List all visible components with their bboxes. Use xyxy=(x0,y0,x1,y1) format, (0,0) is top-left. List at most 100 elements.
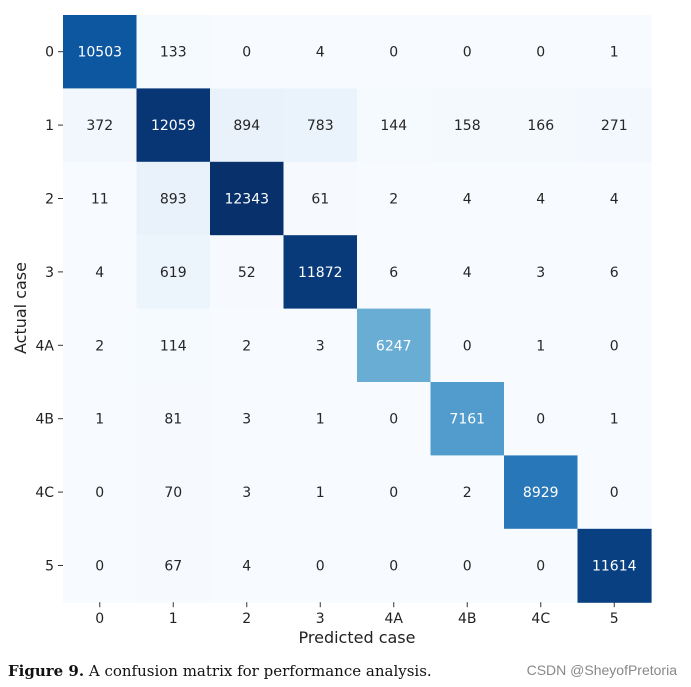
cell-value-label: 0 xyxy=(389,412,398,428)
heatmap-cells xyxy=(63,15,652,603)
heatmap-cell xyxy=(577,528,652,603)
heatmap-cell xyxy=(430,528,505,603)
heatmap-cell xyxy=(357,235,432,310)
heatmap-cell xyxy=(136,15,211,89)
cell-value-label: 3 xyxy=(242,412,251,428)
x-tick-label: 1 xyxy=(169,611,178,627)
heatmap-cell xyxy=(136,88,211,163)
heatmap-cell xyxy=(283,235,358,310)
cell-value-label: 61 xyxy=(311,192,329,208)
heatmap-cell xyxy=(577,161,652,236)
cell-value-label: 4 xyxy=(242,559,251,575)
cell-value-label: 114 xyxy=(160,338,187,354)
cell-value-label: 12343 xyxy=(224,192,269,208)
heatmap-cell xyxy=(577,88,652,163)
x-tick-label: 4C xyxy=(531,611,550,627)
heatmap-cell xyxy=(430,455,505,530)
cell-value-label: 0 xyxy=(463,559,472,575)
y-tick-label: 1 xyxy=(45,118,54,134)
cell-value-label: 67 xyxy=(164,559,182,575)
cell-value-label: 3 xyxy=(242,485,251,501)
cell-value-label: 10503 xyxy=(77,45,122,61)
cell-value-label: 11872 xyxy=(298,265,343,281)
heatmap-cell xyxy=(577,15,652,89)
cell-value-label: 0 xyxy=(536,559,545,575)
heatmap-cell xyxy=(357,455,432,530)
heatmap-cell xyxy=(577,308,652,383)
cell-value-label: 166 xyxy=(527,118,554,134)
cell-value-label: 70 xyxy=(164,485,182,501)
y-tick-label: 3 xyxy=(45,265,54,281)
heatmap-cell xyxy=(63,382,138,456)
heatmap-cell xyxy=(136,308,211,383)
heatmap-cell xyxy=(283,455,358,530)
cell-value-label: 619 xyxy=(160,265,187,281)
cell-value-label: 0 xyxy=(389,45,398,61)
cell-value-label: 2 xyxy=(95,338,104,354)
cell-value-label: 1 xyxy=(610,412,619,428)
heatmap-cell xyxy=(210,528,285,603)
watermark: CSDN @SheyofPretoria xyxy=(526,662,677,678)
heatmap-cell xyxy=(210,308,285,383)
cell-value-label: 1 xyxy=(316,485,325,501)
y-tick-label: 5 xyxy=(45,559,54,575)
heatmap-cell xyxy=(136,528,211,603)
heatmap-cell xyxy=(63,235,138,310)
heatmap-cell xyxy=(577,455,652,530)
cell-value-label: 4 xyxy=(536,192,545,208)
cell-value-label: 6247 xyxy=(376,338,412,354)
y-tick-label: 0 xyxy=(45,45,54,61)
heatmap-cell xyxy=(504,15,579,89)
y-axis-label: Actual case xyxy=(11,262,30,354)
x-tick-label: 4A xyxy=(385,611,404,627)
cell-value-label: 372 xyxy=(86,118,113,134)
figure-caption: Figure 9. A confusion matrix for perform… xyxy=(8,662,432,680)
heatmap-cell xyxy=(210,455,285,530)
heatmap-cell xyxy=(577,382,652,456)
heatmap-cell xyxy=(283,88,358,163)
cell-value-label: 0 xyxy=(536,412,545,428)
heatmap-cell xyxy=(430,15,505,89)
cell-value-label: 783 xyxy=(307,118,334,134)
cell-value-label: 3 xyxy=(316,338,325,354)
heatmap-cell xyxy=(430,88,505,163)
cell-value-label: 0 xyxy=(316,559,325,575)
cell-value-label: 271 xyxy=(601,118,628,134)
cell-value-label: 133 xyxy=(160,45,187,61)
heatmap-cell xyxy=(136,235,211,310)
cell-value-label: 893 xyxy=(160,192,187,208)
cell-value-label: 1 xyxy=(536,338,545,354)
heatmap-cell xyxy=(357,88,432,163)
heatmap-cell xyxy=(504,528,579,603)
heatmap-cell xyxy=(63,15,138,89)
y-tick-label: 4B xyxy=(35,412,54,428)
heatmap-cell xyxy=(504,235,579,310)
cell-value-label: 158 xyxy=(454,118,481,134)
cell-value-label: 0 xyxy=(463,45,472,61)
cell-value-label: 4 xyxy=(463,192,472,208)
x-tick-label: 3 xyxy=(316,611,325,627)
cell-value-label: 12059 xyxy=(151,118,196,134)
cell-value-label: 3 xyxy=(536,265,545,281)
cell-value-label: 0 xyxy=(389,559,398,575)
heatmap-cell xyxy=(504,455,579,530)
cell-value-label: 1 xyxy=(316,412,325,428)
x-axis-label: Predicted case xyxy=(299,628,416,647)
heatmap-cell xyxy=(504,161,579,236)
cell-value-label: 0 xyxy=(242,45,251,61)
heatmap-cell xyxy=(136,161,211,236)
heatmap-cell xyxy=(283,528,358,603)
x-tick-label: 2 xyxy=(242,611,251,627)
y-tick-label: 4A xyxy=(36,338,55,354)
heatmap-cell xyxy=(430,382,505,456)
heatmap-cell xyxy=(210,15,285,89)
heatmap-cell xyxy=(577,235,652,310)
cell-value-label: 0 xyxy=(463,338,472,354)
cell-value-label: 0 xyxy=(610,485,619,501)
cell-value-label: 4 xyxy=(463,265,472,281)
heatmap-cell xyxy=(136,382,211,456)
cell-value-label: 4 xyxy=(316,45,325,61)
x-axis-ticks: 0 1 2 3 4A 4B 4C 5 xyxy=(95,602,619,627)
cell-value-label: 6 xyxy=(610,265,619,281)
